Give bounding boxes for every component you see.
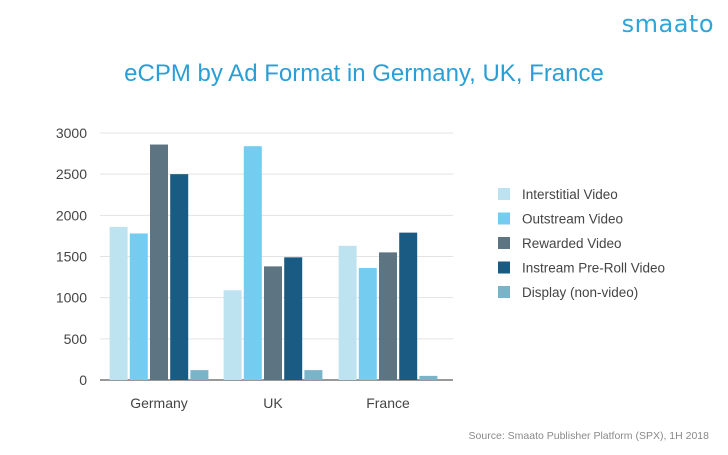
legend-label: Outstream Video [522, 212, 623, 227]
y-tick-label: 1000 [56, 290, 87, 306]
smaato-logo: smaato [621, 10, 714, 38]
bar [243, 146, 262, 380]
chart-title: eCPM by Ad Format in Germany, UK, France [124, 60, 604, 87]
y-tick-label: 1500 [56, 249, 87, 265]
bar [419, 375, 438, 380]
legend-swatch [498, 237, 510, 249]
source-note: Source: Smaato Publisher Platform (SPX),… [468, 430, 709, 442]
bar [170, 174, 189, 380]
bar [150, 144, 168, 380]
bar [379, 252, 397, 380]
bar [284, 257, 303, 380]
y-tick-label: 2500 [56, 166, 87, 182]
y-tick-label: 0 [79, 372, 87, 388]
bar [129, 233, 148, 380]
y-tick-label: 500 [64, 331, 88, 347]
bar [264, 266, 282, 380]
bar [304, 370, 323, 380]
legend-label: Rewarded Video [522, 236, 622, 251]
legend-swatch [498, 286, 510, 298]
bar [338, 245, 357, 380]
legend-label: Display (non-video) [522, 285, 638, 300]
legend-swatch [498, 188, 510, 200]
bar [190, 370, 209, 380]
y-tick-label: 2000 [56, 207, 87, 223]
legend-label: Instream Pre-Roll Video [522, 261, 665, 276]
x-tick-label: Germany [130, 395, 188, 411]
legend-swatch [498, 261, 510, 274]
bar [223, 290, 242, 380]
bar [358, 268, 377, 380]
bar [399, 232, 418, 380]
x-tick-label: France [366, 395, 410, 411]
y-tick-label: 3000 [56, 125, 87, 141]
x-tick-label: UK [263, 395, 283, 411]
legend-swatch [498, 212, 510, 225]
legend-label: Interstitial Video [522, 187, 618, 202]
bar [109, 226, 128, 380]
